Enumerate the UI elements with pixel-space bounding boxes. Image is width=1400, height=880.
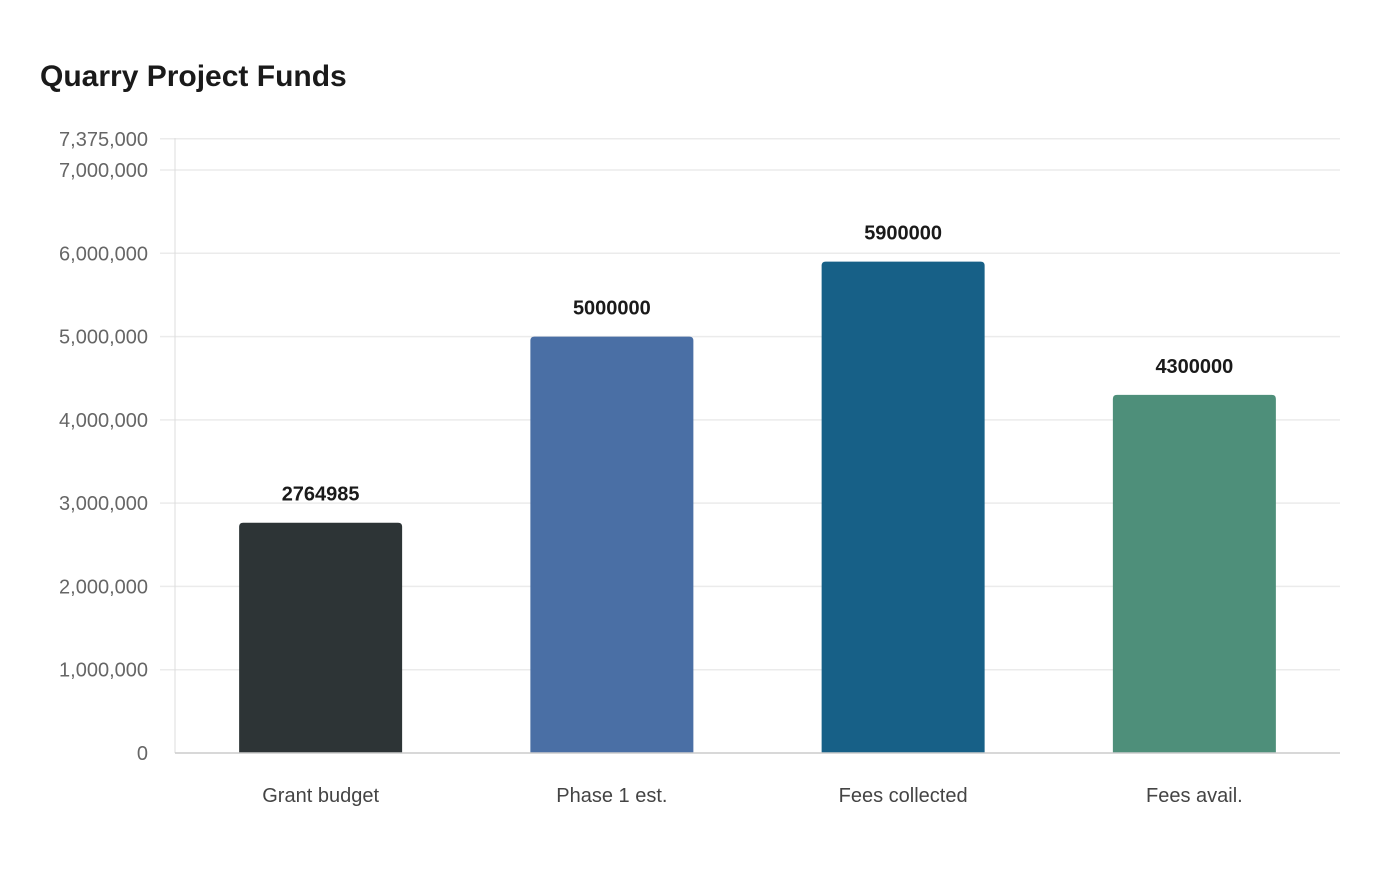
y-tick-label: 7,000,000: [59, 160, 148, 182]
bar: [1112, 394, 1276, 753]
data-label: 5000000: [573, 298, 651, 320]
y-tick-label: 6,000,000: [59, 243, 148, 265]
y-tick-label: 5,000,000: [59, 327, 148, 349]
data-label: 5900000: [864, 223, 942, 245]
y-tick-label: 7,375,000: [59, 129, 148, 151]
y-tick-label: 4,000,000: [59, 410, 148, 432]
x-tick-label: Grant budget: [262, 785, 379, 807]
data-label: 4300000: [1155, 356, 1233, 378]
x-tick-label: Fees collected: [839, 785, 968, 807]
chart-title: Quarry Project Funds: [40, 60, 347, 93]
y-tick-label: 0: [137, 743, 148, 765]
y-tick-label: 1,000,000: [59, 660, 148, 682]
bar: [821, 261, 985, 753]
bar: [239, 522, 403, 753]
x-tick-label: Phase 1 est.: [556, 785, 667, 807]
y-tick-label: 2,000,000: [59, 576, 148, 598]
data-label: 2764985: [282, 484, 360, 506]
bar: [530, 336, 694, 753]
x-tick-label: Fees avail.: [1146, 785, 1243, 807]
y-tick-label: 3,000,000: [59, 493, 148, 515]
